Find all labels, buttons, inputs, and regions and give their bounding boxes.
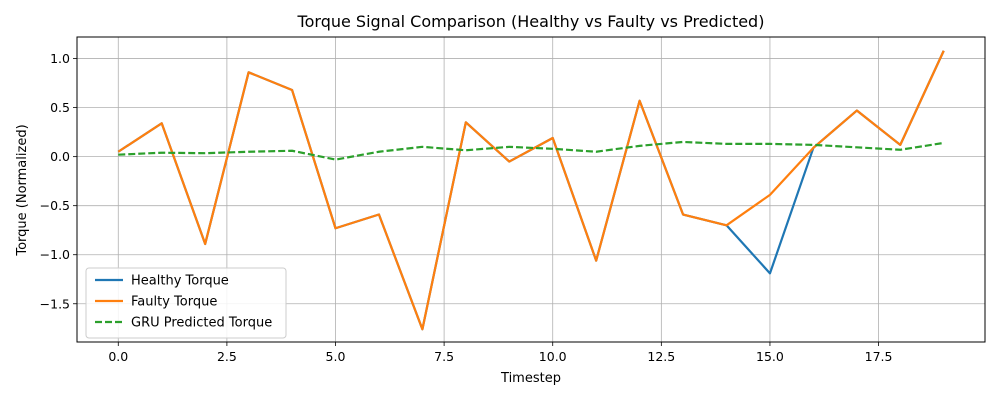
y-axis-title: Torque (Normalized)	[15, 124, 30, 256]
legend-label: Faulty Torque	[131, 295, 217, 310]
y-tick-label: −0.5	[40, 198, 70, 213]
y-tick-label: 0.5	[50, 100, 70, 115]
y-tick-label: −1.5	[40, 296, 70, 311]
plot-area: 0.0 2.5 5.0 7.5 10.0 12.5 15.0 17.5 −1.5 −1.0 −0.5…	[40, 36, 986, 364]
x-tick-label: 10.0	[539, 349, 567, 364]
chart-title: Torque Signal Comparison (Healthy vs Fau…	[297, 12, 765, 31]
x-tick-label: 5.0	[326, 349, 346, 364]
legend-label: Healthy Torque	[131, 274, 229, 289]
series-line-faulty-torque	[117, 50, 945, 331]
series-line-gru-predicted-torque	[118, 140, 944, 161]
x-tick-label: 12.5	[647, 349, 675, 364]
x-tick-label: 7.5	[434, 349, 454, 364]
y-tick-label: 1.0	[50, 51, 70, 66]
legend-label: GRU Predicted Torque	[131, 316, 272, 331]
y-tick-label: 0.0	[50, 149, 70, 164]
x-tick-label: 0.0	[108, 349, 128, 364]
x-tick-label: 15.0	[756, 349, 784, 364]
x-tick-label: 2.5	[217, 349, 237, 364]
legend: Healthy Torque Faulty Torque GRU Predicted…	[85, 267, 287, 339]
x-axis-title: Timestep	[500, 371, 561, 386]
legend-box	[85, 267, 287, 339]
y-tick-label: −1.0	[40, 247, 70, 262]
x-tick-label: 17.5	[865, 349, 893, 364]
plot-frame	[76, 36, 986, 343]
